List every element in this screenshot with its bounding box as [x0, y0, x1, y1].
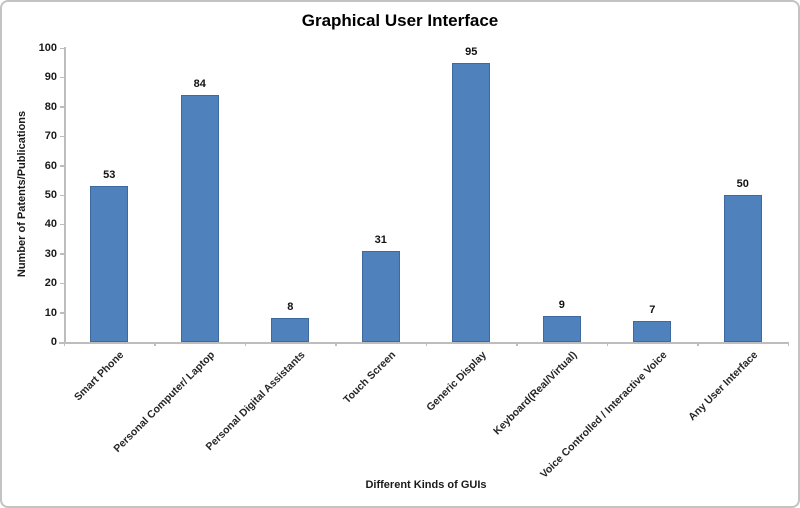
- y-tick: [60, 282, 64, 285]
- bar-value-label: 8: [287, 301, 294, 314]
- y-tick: [60, 76, 64, 79]
- x-tick: [335, 342, 337, 346]
- y-tick-label: 90: [44, 71, 57, 84]
- y-tick-label: 20: [44, 277, 57, 290]
- x-tick: [63, 342, 65, 346]
- y-tick-label: 50: [44, 189, 57, 201]
- category-label: Keyboard(Real/Virtual): [490, 349, 580, 438]
- y-tick: [60, 135, 64, 138]
- category-label: Any User Interface: [686, 349, 761, 424]
- y-tick-label: 60: [44, 159, 57, 172]
- bar-value-label: 50: [736, 178, 749, 190]
- x-tick: [425, 342, 427, 346]
- y-tick-label: 40: [44, 218, 57, 231]
- bar-value-label: 7: [649, 304, 656, 317]
- y-tick-label: 10: [44, 306, 57, 319]
- bar: [452, 62, 491, 342]
- category-label: Personal Computer/ Laptop: [111, 349, 218, 455]
- y-tick: [60, 47, 64, 49]
- chart-title: Graphical User Interface: [301, 11, 499, 30]
- y-tick: [60, 165, 64, 167]
- bar: [542, 315, 581, 342]
- bar: [361, 250, 400, 342]
- category-label: Touch Screen: [341, 349, 399, 407]
- bar: [271, 318, 310, 342]
- x-axis-title: Different Kinds of GUIs: [365, 479, 487, 491]
- x-tick: [787, 342, 789, 346]
- x-tick: [516, 342, 518, 346]
- x-tick: [244, 342, 246, 346]
- bar: [180, 95, 219, 342]
- x-tick: [697, 342, 699, 346]
- y-tick-label: 70: [44, 130, 57, 143]
- y-tick-label: 0: [50, 336, 57, 348]
- x-tick: [606, 342, 608, 346]
- y-tick-label: 100: [38, 42, 57, 54]
- category-label: Personal Digital Assistants: [203, 349, 308, 453]
- y-tick-label: 80: [44, 100, 57, 113]
- bar: [633, 321, 672, 342]
- bar-value-label: 95: [465, 45, 478, 58]
- bar-value-label: 9: [558, 298, 565, 311]
- bar: [90, 186, 129, 342]
- bar: [723, 195, 762, 342]
- bar-value-label: 53: [103, 169, 116, 182]
- x-tick: [154, 342, 156, 346]
- y-tick: [60, 312, 64, 314]
- y-tick: [60, 106, 64, 108]
- y-tick: [60, 194, 64, 196]
- bar-value-label: 84: [193, 78, 206, 91]
- category-label: Smart Phone: [72, 349, 127, 404]
- category-label: Generic Display: [424, 349, 489, 414]
- x-axis-line: [59, 342, 788, 344]
- y-tick: [60, 341, 64, 343]
- bar-value-label: 31: [374, 233, 387, 246]
- y-tick: [60, 223, 64, 226]
- y-tick: [60, 253, 64, 255]
- y-tick-label: 30: [44, 247, 57, 260]
- y-axis-line: [64, 47, 66, 342]
